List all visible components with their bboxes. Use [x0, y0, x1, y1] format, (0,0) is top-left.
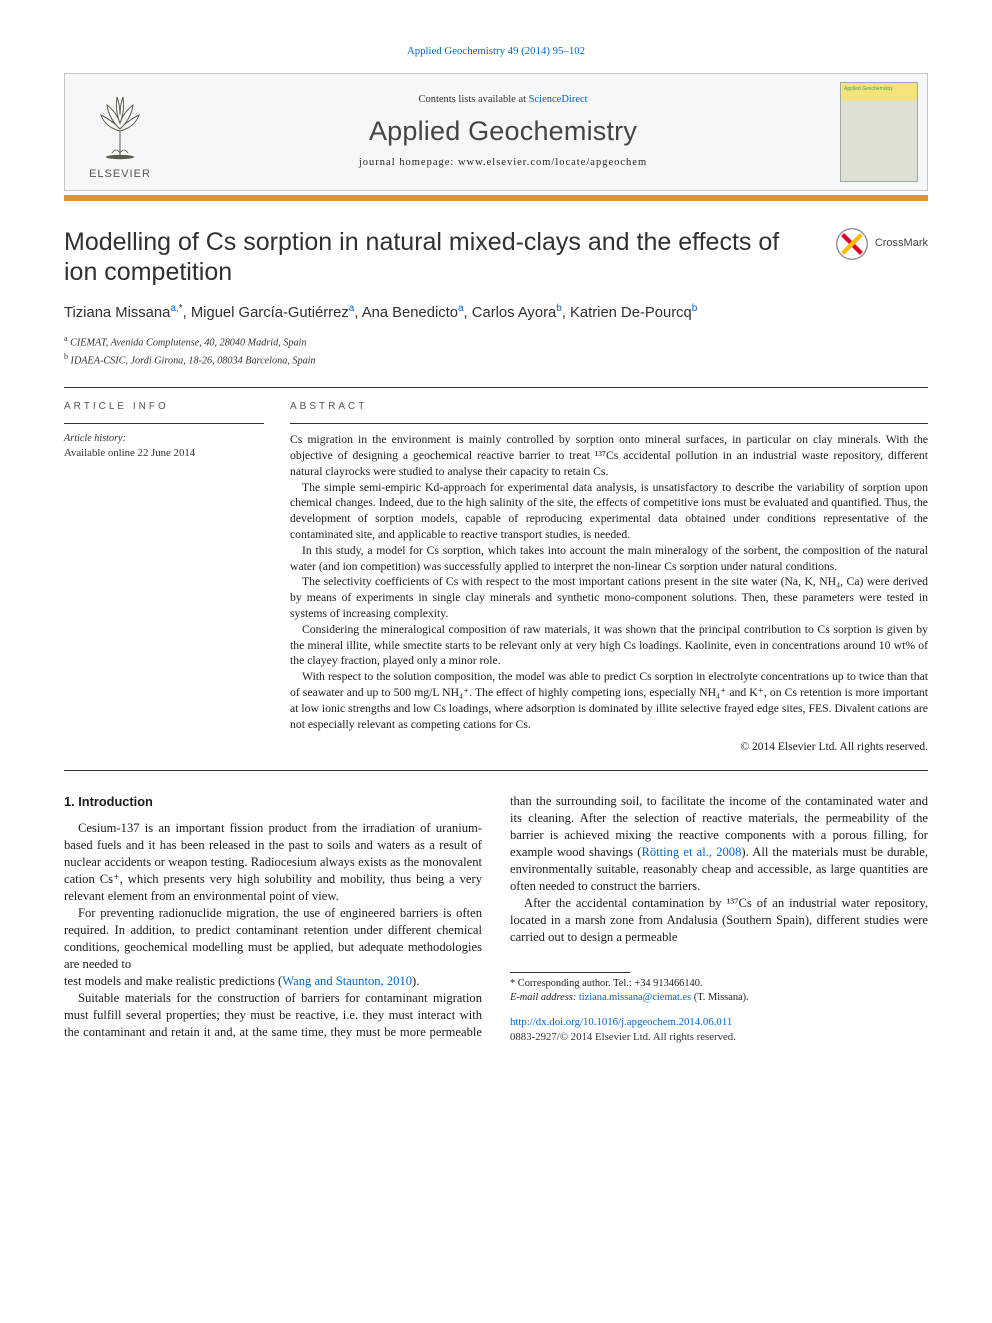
author-1[interactable]: Tiziana Missana — [64, 304, 170, 320]
abstract-heading: ABSTRACT — [290, 400, 928, 414]
sciencedirect-link[interactable]: ScienceDirect — [529, 94, 588, 105]
article-title: Modelling of Cs sorption in natural mixe… — [64, 227, 817, 288]
affiliation-a: a CIEMAT, Avenida Complutense, 40, 28040… — [64, 333, 928, 351]
journal-reference[interactable]: Applied Geochemistry 49 (2014) 95–102 — [64, 44, 928, 59]
issn-copyright: 0883-2927/© 2014 Elsevier Ltd. All right… — [510, 1030, 928, 1045]
abstract-p3: In this study, a model for Cs sorption, … — [290, 543, 928, 575]
ref-rotting-2008[interactable]: Rötting et al., 2008 — [641, 845, 741, 859]
abstract-p1: Cs migration in the environment is mainl… — [290, 432, 928, 479]
section-rule-top — [64, 387, 928, 388]
authors-line: Tiziana Missanaa,*, Miguel García-Gutiér… — [64, 302, 928, 324]
footnote-rule — [510, 972, 630, 973]
contents-prefix: Contents lists available at — [418, 94, 528, 105]
header-center: Contents lists available at ScienceDirec… — [175, 74, 831, 190]
article-info-heading: ARTICLE INFO — [64, 400, 264, 414]
info-rule — [64, 423, 264, 424]
corresponding-email[interactable]: tiziana.missana@ciemat.es — [579, 992, 691, 1003]
author-4[interactable]: Carlos Ayora — [472, 304, 556, 320]
body-p3: test models and make realistic predictio… — [64, 973, 482, 990]
abstract-p5: Considering the mineralogical compositio… — [290, 622, 928, 669]
article-info-column: ARTICLE INFO Article history: Available … — [64, 400, 264, 756]
author-3-aff: a — [458, 303, 464, 314]
email-label: E-mail address: — [510, 992, 579, 1003]
affiliations: a CIEMAT, Avenida Complutense, 40, 28040… — [64, 333, 928, 368]
doi-link[interactable]: http://dx.doi.org/10.1016/j.apgeochem.20… — [510, 1016, 732, 1028]
author-1-corr: * — [179, 303, 183, 314]
body-p5: After the accidental contamination by ¹³… — [510, 895, 928, 946]
section-1-heading: 1. Introduction — [64, 793, 482, 810]
publisher-block: ELSEVIER — [65, 74, 175, 190]
abstract-p4: The selectivity coefficients of Cs with … — [290, 574, 928, 621]
journal-cover: Applied Geochemistry — [831, 74, 927, 190]
author-1-aff: a, — [170, 303, 178, 314]
email-tail: (T. Missana). — [691, 992, 749, 1003]
body-p1: Cesium-137 is an important fission produ… — [64, 820, 482, 905]
elsevier-tree-icon — [85, 91, 155, 161]
crossmark-label: CrossMark — [875, 236, 928, 251]
article-history-value: Available online 22 June 2014 — [64, 446, 264, 461]
footnote-block: * Corresponding author. Tel.: +34 913466… — [510, 972, 928, 1044]
crossmark-icon — [835, 227, 869, 261]
journal-header: ELSEVIER Contents lists available at Sci… — [64, 73, 928, 191]
author-5-aff: b — [692, 303, 698, 314]
abstract-p6: With respect to the solution composition… — [290, 669, 928, 732]
homepage-url[interactable]: www.elsevier.com/locate/apgeochem — [458, 157, 647, 168]
author-4-aff: b — [556, 303, 562, 314]
section-rule-bottom — [64, 770, 928, 771]
corresponding-author: * Corresponding author. Tel.: +34 913466… — [510, 977, 928, 991]
orange-divider-bar — [64, 195, 928, 201]
crossmark-badge[interactable]: CrossMark — [835, 227, 928, 261]
abstract-rule — [290, 423, 928, 424]
journal-cover-thumb: Applied Geochemistry — [840, 82, 918, 182]
journal-reference-link[interactable]: Applied Geochemistry 49 (2014) 95–102 — [407, 45, 585, 57]
homepage-prefix: journal homepage: — [359, 157, 458, 168]
abstract-copyright: © 2014 Elsevier Ltd. All rights reserved… — [290, 740, 928, 756]
contents-available-line: Contents lists available at ScienceDirec… — [418, 93, 587, 107]
doi-line: http://dx.doi.org/10.1016/j.apgeochem.20… — [510, 1015, 928, 1030]
cover-caption: Applied Geochemistry — [844, 86, 914, 93]
body-two-column: 1. Introduction Cesium-137 is an importa… — [64, 793, 928, 1044]
affiliation-b: b IDAEA-CSIC, Jordi Girona, 18-26, 08034… — [64, 351, 928, 369]
abstract-p2: The simple semi-empiric Kd-approach for … — [290, 480, 928, 543]
abstract-column: ABSTRACT Cs migration in the environment… — [290, 400, 928, 756]
author-2[interactable]: Miguel García-Gutiérrez — [191, 304, 349, 320]
article-history-label: Article history: — [64, 432, 264, 446]
ref-wang-staunton-2010[interactable]: Wang and Staunton, 2010 — [282, 974, 412, 988]
publisher-name: ELSEVIER — [89, 167, 151, 182]
author-2-aff: a — [349, 303, 355, 314]
journal-name: Applied Geochemistry — [369, 113, 637, 149]
author-5[interactable]: Katrien De-Pourcq — [570, 304, 692, 320]
corresponding-email-line: E-mail address: tiziana.missana@ciemat.e… — [510, 991, 928, 1005]
journal-homepage-line: journal homepage: www.elsevier.com/locat… — [359, 156, 647, 170]
body-p2: For preventing radionuclide migration, t… — [64, 905, 482, 973]
author-3[interactable]: Ana Benedicto — [362, 304, 458, 320]
